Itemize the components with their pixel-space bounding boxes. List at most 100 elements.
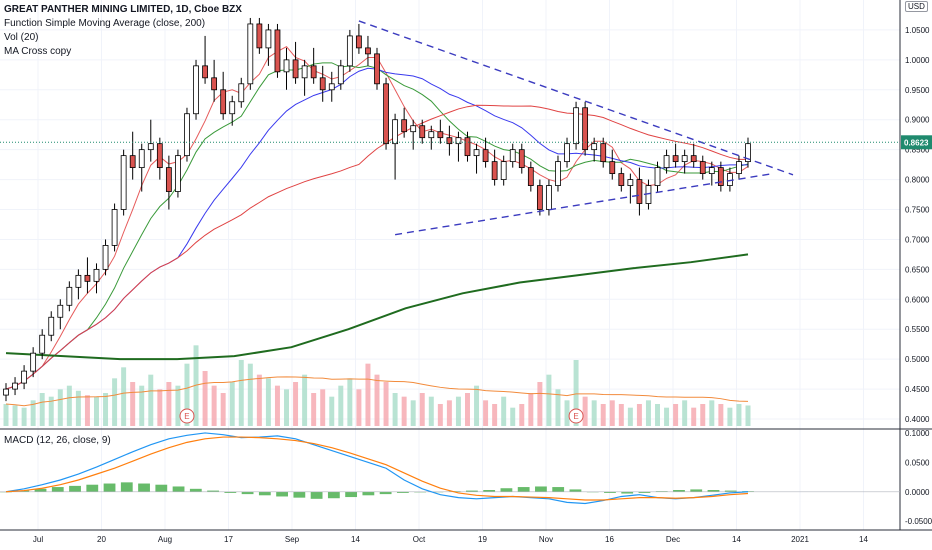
volume-bar <box>492 404 498 426</box>
candle-body <box>301 65 308 79</box>
volume-bar <box>256 374 262 426</box>
candle-body <box>464 137 471 157</box>
macd-histogram-bar <box>51 487 64 492</box>
candle-body <box>12 382 18 390</box>
macd-histogram-bar <box>379 491 392 495</box>
volume-bar <box>727 407 733 426</box>
volume-bar <box>609 400 615 426</box>
volume-bar <box>673 404 679 426</box>
volume-bar <box>410 400 416 426</box>
candle-body <box>654 167 661 186</box>
volume-bar <box>483 400 489 426</box>
time-tick-label: Aug <box>158 535 172 544</box>
macd-histogram-bar <box>569 489 582 492</box>
macd-histogram-bar <box>690 489 703 492</box>
candle-body <box>500 161 507 180</box>
volume-bar <box>691 407 697 426</box>
candle-body <box>57 304 64 318</box>
indicator-volume-label[interactable]: Vol (20) <box>4 32 39 43</box>
volume-bar <box>564 400 570 426</box>
volume-bar <box>229 382 235 426</box>
time-tick-label: 14 <box>351 535 360 544</box>
candle-body <box>75 274 82 288</box>
volume-bar <box>220 393 226 426</box>
ma-long-line <box>5 104 748 390</box>
volume-bar <box>103 393 109 426</box>
candle-body <box>582 107 589 151</box>
macd-line <box>5 432 749 505</box>
earnings-marker <box>568 408 584 424</box>
price-tick-label: 0.7500 <box>905 206 930 215</box>
candle-body <box>482 149 489 163</box>
volume-bar <box>655 404 661 426</box>
candle-body <box>392 119 398 145</box>
macd-histogram-bar <box>466 490 478 492</box>
macd-histogram-bar <box>552 487 565 492</box>
macd-indicator-label[interactable]: MACD (12, 26, close, 9) <box>4 435 111 446</box>
volume-bar <box>57 389 63 426</box>
macd-histogram-bar <box>673 490 685 492</box>
macd-histogram-bar <box>138 483 150 492</box>
volume-bar <box>700 404 706 426</box>
candle-body <box>546 185 552 210</box>
volume-bar <box>736 404 742 426</box>
volume-bar <box>718 404 724 426</box>
volume-bar <box>645 400 651 426</box>
price-tick-label: 0.9500 <box>905 86 930 95</box>
candle-body <box>699 161 706 174</box>
candle-body <box>745 143 751 163</box>
candle-body <box>410 125 417 133</box>
volume-bar <box>383 382 389 426</box>
volume-bar <box>474 385 480 426</box>
candle-body <box>365 47 371 55</box>
volume-ma-line <box>5 376 749 407</box>
candle-body <box>690 155 697 163</box>
candle-body <box>193 65 199 115</box>
volume-bar <box>247 363 253 426</box>
volume-bar <box>455 396 461 426</box>
candle-body <box>292 59 299 79</box>
indicator-ma-cross-label[interactable]: MA Cross copy <box>4 46 72 57</box>
volume-bar <box>48 396 54 426</box>
candle-body <box>446 137 453 145</box>
candle-body <box>374 53 380 85</box>
time-tick-label: 19 <box>478 535 487 544</box>
candle-body <box>48 316 55 336</box>
indicator-sma-label[interactable]: Function Simple Moving Average (close, 2… <box>4 18 206 29</box>
candle-body <box>238 83 245 103</box>
candle-body <box>3 388 9 396</box>
candle-body <box>220 89 227 115</box>
volume-bar <box>12 405 18 426</box>
volume-bar <box>3 404 9 426</box>
volume-bar <box>528 393 534 426</box>
macd-histogram-bar <box>621 491 634 494</box>
price-tick-label: 0.5000 <box>905 355 930 364</box>
candle-body <box>708 167 715 174</box>
macd-histogram-bar <box>241 491 254 495</box>
time-tick-label: 16 <box>605 535 614 544</box>
symbol-title[interactable]: GREAT PANTHER MINING LIMITED, 1D, Cboe B… <box>4 4 242 15</box>
volume-bar <box>284 389 290 426</box>
upper-trendline <box>358 20 794 176</box>
volume-bar <box>329 396 335 426</box>
time-tick-label: 14 <box>732 535 741 544</box>
macd-histogram-bar <box>172 486 185 492</box>
macd-histogram-bar <box>604 491 616 493</box>
candle-body <box>102 245 109 270</box>
macd-histogram-bar <box>535 486 547 492</box>
volume-bar <box>139 385 145 426</box>
macd-histogram-bar <box>327 491 340 499</box>
volume-bar <box>428 396 434 426</box>
candle-body <box>401 119 408 133</box>
currency-badge[interactable]: USD <box>905 1 928 12</box>
candle-body <box>175 155 181 192</box>
volume-bar <box>636 404 642 426</box>
candle-body <box>518 149 525 169</box>
last-price-badge <box>901 135 932 150</box>
macd-histogram-bar <box>103 483 116 492</box>
volume-bar <box>347 378 353 426</box>
time-tick-label: 14 <box>859 535 868 544</box>
candle-body <box>555 161 561 186</box>
